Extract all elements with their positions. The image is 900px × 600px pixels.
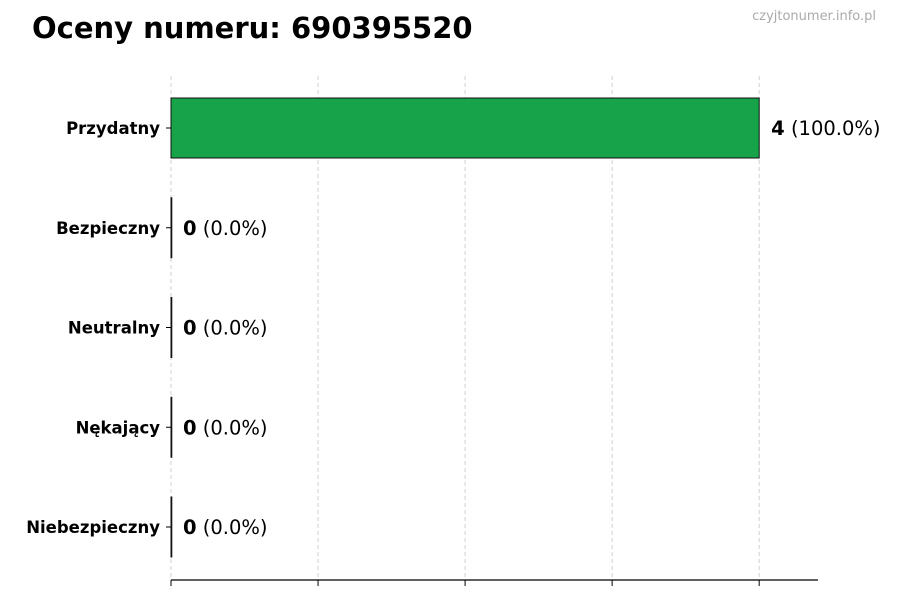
data-label-percent: (0.0%) [197,416,268,439]
data-label: 0 (0.0%) [183,516,268,539]
data-label: 0 (0.0%) [183,416,268,439]
data-label-percent: (0.0%) [197,516,268,539]
bar [170,496,173,558]
y-tick-label: Niebezpieczny [26,518,160,537]
y-tick-label: Bezpieczny [56,219,160,238]
bar [170,396,173,458]
data-label-count: 0 [183,317,197,340]
chart-title: Oceny numeru: 690395520 [32,11,473,45]
y-tick-label: Nękający [76,418,161,437]
y-tick-label: Przydatny [66,119,160,138]
data-label-percent: (0.0%) [197,217,268,240]
data-label-percent: (0.0%) [197,317,268,340]
data-label-count: 0 [183,217,197,240]
data-label-count: 0 [183,416,197,439]
data-label-percent: (100.0%) [785,117,881,140]
watermark: czyjtonumer.info.pl [752,9,876,24]
data-label-count: 4 [771,117,785,140]
y-tick-label: Neutralny [68,319,160,338]
bar [170,97,760,159]
data-label: 4 (100.0%) [771,117,880,140]
data-label: 0 (0.0%) [183,217,268,240]
data-label-count: 0 [183,516,197,539]
data-label: 0 (0.0%) [183,317,268,340]
bar [170,297,173,358]
bar [170,197,173,259]
